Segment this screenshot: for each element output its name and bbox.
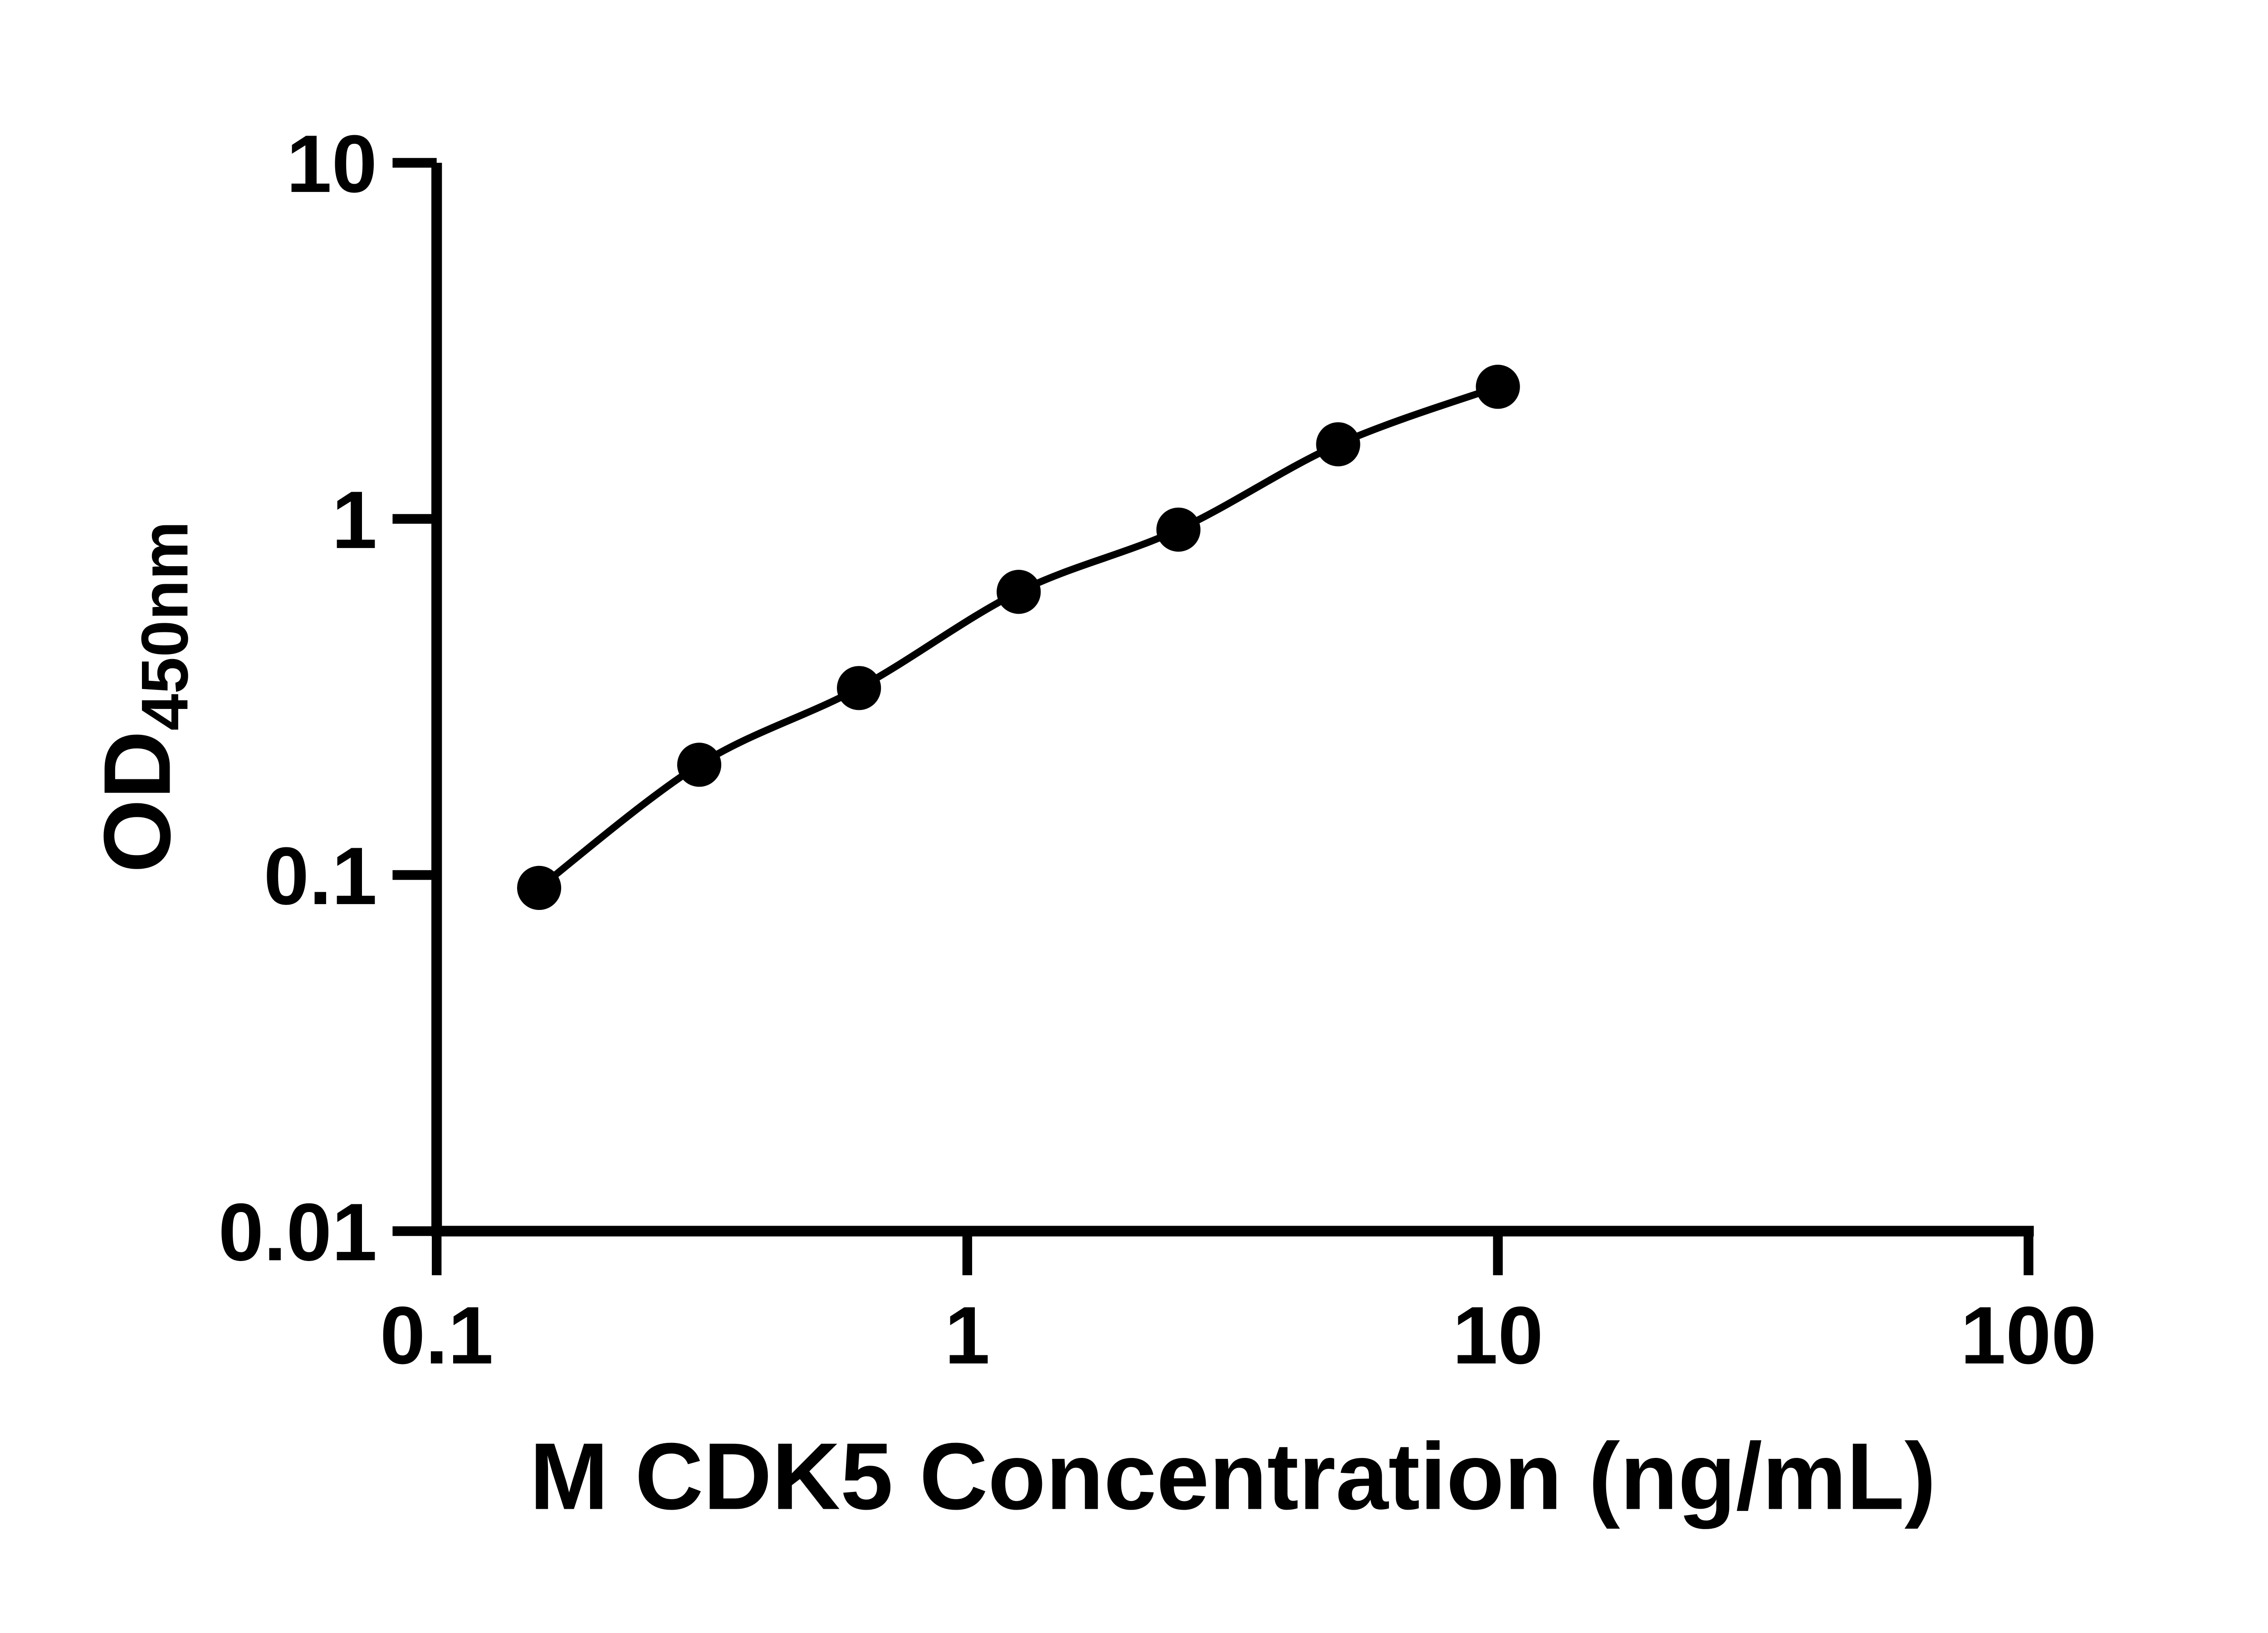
data-point: [1156, 507, 1201, 552]
y-axis-title-main: OD: [84, 731, 190, 873]
y-tick-label: 1: [332, 474, 377, 566]
y-tick-label: 0.01: [218, 1187, 377, 1278]
y-axis-title: OD450nm: [84, 521, 201, 873]
y-axis-title-subscript: 450nm: [127, 521, 201, 731]
x-axis-title: M CDK5 Concentration (ng/mL): [529, 1424, 1936, 1530]
data-point: [677, 743, 722, 787]
data-point: [1476, 365, 1520, 409]
x-tick-label: 1: [944, 1290, 990, 1381]
data-point: [837, 666, 881, 710]
chart-background: [0, 22, 2268, 1611]
x-tick-label: 0.1: [380, 1290, 494, 1381]
plot-area: [517, 365, 1520, 910]
data-point: [997, 570, 1041, 614]
x-axis: 0.1 1 10 100: [380, 1226, 2097, 1381]
y-tick-label: 0.1: [264, 831, 377, 922]
y-axis: 10 1 0.1 0.01: [218, 118, 442, 1278]
data-point: [1316, 422, 1360, 467]
x-tick-label: 10: [1452, 1290, 1543, 1381]
x-tick-label: 100: [1960, 1290, 2097, 1381]
data-point: [517, 865, 562, 910]
y-tick-label: 10: [286, 118, 377, 210]
